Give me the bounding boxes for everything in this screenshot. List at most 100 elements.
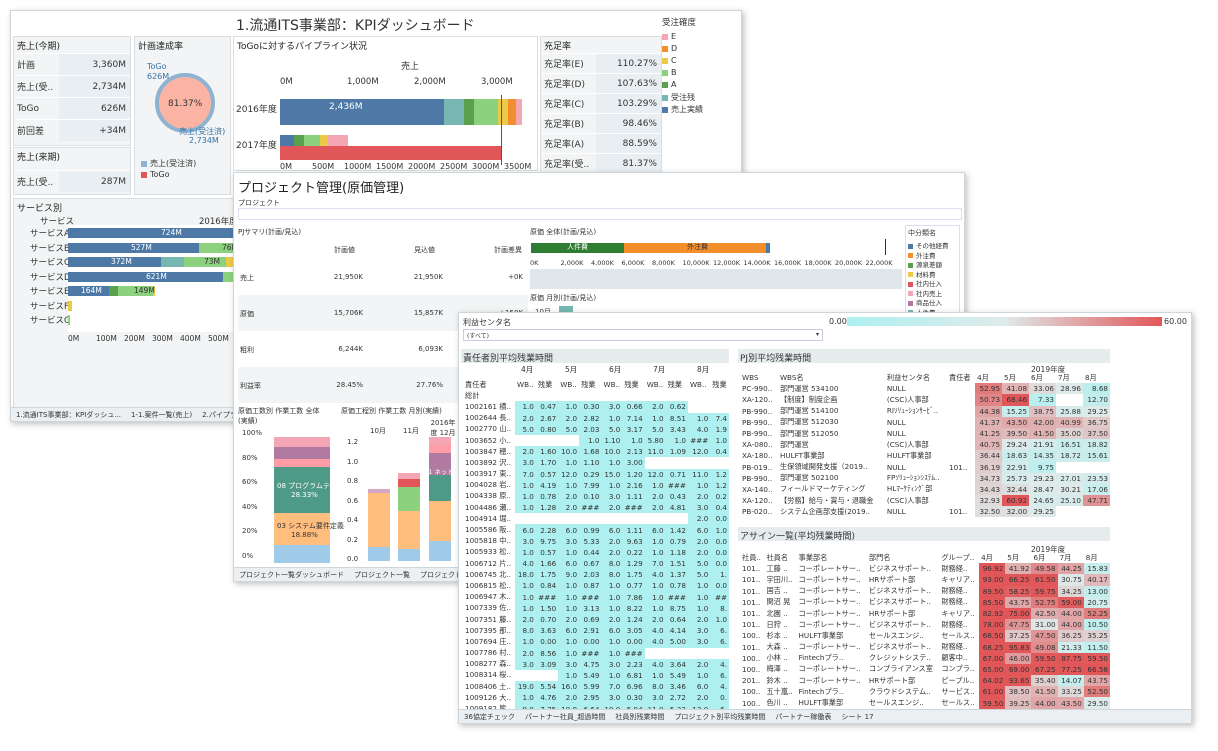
table-row[interactable]: 100.. 杉本 .. HULFT事業部 セールスエンジ.. セールス.. 68.50 37…	[740, 630, 1110, 642]
service-bar	[109, 286, 118, 296]
pj-col-header: 計画差異	[494, 246, 522, 254]
dropdown-icon[interactable]: ▾	[815, 331, 819, 338]
assign-cell: コーポレートサー..	[798, 675, 861, 685]
table-row[interactable]: XA-120.. 【労務】給与・賞与・退職金 (CSC)人事部 32.93 60.92 2…	[740, 495, 1110, 507]
table-row[interactable]: 1008277 森.. 3.0 3.09 3.0 4.75 3.0 2.23 4.0 3.64 2…	[463, 658, 729, 670]
overtime-cell: 58.25	[1005, 585, 1032, 597]
overtime-cell	[515, 670, 536, 681]
table-row[interactable]: 101.. 宇田川.. コーポレートサー.. HRサポート部 キャリア.. 93.00 66…	[740, 574, 1110, 586]
overtime-cell: 1.0	[515, 546, 536, 558]
overtime-cell: 7.4	[710, 412, 729, 424]
table-row[interactable]: 1003847 穂.. 2.0 1.60 10.0 1.68 10.0 2.13 11.0 1.…	[463, 446, 729, 458]
table-row[interactable]: XA-120.. 【制度】制度企画 (CSC)人事部 50.73 68.46 7.33 12…	[740, 394, 1110, 406]
table-row[interactable]: PC-990.. 部門運営 534100 NULL 52.95 41.08 33.06 28…	[740, 383, 1110, 395]
assign-cell: 財務経..	[941, 597, 968, 607]
table-row[interactable]: PB-020.. システム企画部支援(2019.. NULL 101.. 32.50 32…	[740, 506, 1110, 518]
pipeline-bar-2016	[516, 99, 522, 125]
table-row[interactable]: 1004914 堀.. 2.0 0.0	[463, 513, 729, 525]
overtime-cell: 18.82	[1082, 439, 1110, 451]
table-row[interactable]: 1002770 山.. 5.0 0.80 5.0 2.03 5.0 3.17 5.0 3.43 4…	[463, 423, 729, 435]
legend-item: 商品仕入	[908, 297, 957, 307]
tab-pipeline[interactable]: 2.パイプラ...	[202, 410, 244, 419]
table-row[interactable]: 1007786 村.. 2.0 8.56 1.0 ### 1.0 ###	[463, 647, 729, 659]
tab-kpi-dashboard[interactable]: 1.流通ITS事業部：KPIダッシュ...	[16, 410, 122, 419]
table-row[interactable]: 100.. 梅澤 .. コーポレートサー.. コンプライアンス室 コンプラ.. 65.00…	[740, 663, 1110, 676]
table-row[interactable]: 1002644 長.. 2.0 2.67 2.0 2.82 1.0 7.14 1.0 8.51 1…	[463, 412, 729, 424]
tab-project-list[interactable]: プロジェクト一覧	[354, 570, 410, 579]
profit-center-filter[interactable]: (すべて) ▾	[463, 329, 823, 341]
table-row[interactable]: PB-019.. 生保領域開発支援（2019.. NULL 101.. 36.19 22.…	[740, 461, 1110, 473]
overtime-cell: 3.13	[579, 602, 602, 614]
table-row[interactable]: 1007339 佐.. 1.0 1.50 1.0 3.13 1.0 8.22 1.0 8.75 1…	[463, 602, 729, 614]
col-header: 残業	[624, 379, 639, 389]
table-row[interactable]: 1007395 那.. 8.0 3.63 6.0 2.91 6.0 3.05 4.0 4.14 3…	[463, 625, 729, 637]
overtime-cell: 93.00	[979, 574, 1006, 586]
table-row[interactable]: 1009126 大.. 1.0 4.76 2.0 2.95 3.0 0.30 3.0 2.72 2…	[463, 692, 729, 704]
table-row[interactable]: 101.. 工藤 .. コーポレートサー.. ビジネスサポート.. 財務経.. 96.92…	[740, 563, 1110, 575]
table-row[interactable]: 1003917 東.. 7.0 0.57 12.0 0.29 15.0 1.20 12.0 0.…	[463, 468, 729, 480]
table-row[interactable]: 1002161 横.. 1.0 0.47 1.0 0.30 3.0 0.66 2.0 0.62	[463, 401, 729, 413]
table-row[interactable]: 1006947 木.. 1.0 ### 1.0 ### 1.0 7.86 1.0 ### 1.0 #…	[463, 591, 729, 603]
table-row[interactable]: 1008314 桜.. 1.0 5.49 1.0 6.81 1.0 5.49 1.0 6.	[463, 669, 729, 682]
responsible-name: 1007339 佐..	[465, 603, 512, 613]
table-row[interactable]: 100.. 色川 .. HULFT事業部 セールスエンジ.. セールス.. 59.50 39…	[740, 697, 1110, 709]
table-row[interactable]: 100.. 小林 .. Fintechプラ.. クレジットシステ.. 顧客中.. 67.0…	[740, 652, 1110, 664]
legend-title: 中分類名	[908, 229, 936, 237]
legend-label: B	[671, 68, 677, 77]
table-row[interactable]: 101.. 日狩 .. コーポレートサー.. ビジネスサポート.. 財務経.. 78.00…	[740, 619, 1110, 631]
sheet-tab[interactable]: パートナー稼働表	[775, 712, 832, 721]
axis-tick: 2500M	[440, 162, 468, 171]
project-filter-box[interactable]	[238, 208, 962, 220]
overtime-cell: 0.00	[622, 636, 645, 648]
pipeline-bar-2016	[508, 99, 516, 125]
table-row[interactable]: 1005933 松.. 1.0 0.57 1.0 0.44 2.0 0.22 1.0 1.18 2…	[463, 546, 729, 558]
table-row[interactable]: XA-140.. フィールドマーケティング HLﾏｰｹﾃｨﾝｸﾞ部 34.43 32.4…	[740, 483, 1110, 496]
table-row[interactable]: PB-990.. 部門運営 512050 NULL 41.25 39.50 41.50 35…	[740, 427, 1110, 440]
table-row[interactable]: 1006815 松.. 1.0 0.84 1.0 0.87 1.0 0.77 1.0 0.78 1…	[463, 580, 729, 592]
tab-project-dashboard[interactable]: プロジェクト一覧ダッシュボード	[239, 570, 344, 579]
col-header: 責任者	[465, 379, 487, 389]
table-row[interactable]: 1007351 藤.. 2.0 0.70 2.0 0.69 2.0 1.24 2.0 0.64 2…	[463, 613, 729, 626]
axis-tick: 20%	[242, 527, 258, 535]
table-row[interactable]: 1004486 瀬.. 1.0 1.28 2.0 ### 2.0 ### 2.0 4.81 3.0…	[463, 502, 729, 514]
table-row[interactable]: 100.. 五十嵐.. Fintechプラ.. クラウドシステム.. サービス.. 61.…	[740, 686, 1110, 698]
overtime-cell: 1.0	[622, 434, 645, 447]
table-row[interactable]: 1005818 中.. 3.0 9.75 3.0 5.33 2.0 9.63 1.0 0.79 2…	[463, 535, 729, 547]
project-filter-label: プロジェクト	[238, 199, 280, 207]
table-row[interactable]: PB-990.. 部門運営 514100 RIｿﾘｭｰｼｮﾝｻｰﾋﾞ.. 44.38 1…	[740, 405, 1110, 417]
table-row[interactable]: 101.. 大森 .. コーポレートサー.. ビジネスサポート.. 財務経.. 68.25…	[740, 641, 1110, 653]
overtime-cell: 1.66	[535, 558, 559, 570]
table-row[interactable]: 1006712 片.. 4.0 1.66 6.0 0.67 8.0 1.29 7.0 1.51 5…	[463, 558, 729, 570]
table-row[interactable]: PB-990.. 部門運営 512030 NULL 41.37 43.50 42.00 40…	[740, 416, 1110, 428]
axis-tick: 0.0	[347, 555, 359, 563]
pipeline-bar-2017	[280, 135, 294, 146]
table-row[interactable]: XA-080.. 部門運営 (CSC)人事部 40.75 29.24 21.91 16.51…	[740, 439, 1110, 451]
table-row[interactable]: 1008406 土.. 19.0 5.54 16.0 5.99 7.0 6.96 8.0 3.4…	[463, 681, 729, 693]
sheet-tab[interactable]: 社員別残業時間	[615, 712, 665, 721]
table-row[interactable]: 1003892 沢.. 3.0 1.70 1.0 1.10 1.0 3.00	[463, 457, 729, 469]
overtime-cell: 42.00	[1029, 416, 1056, 428]
assign-cell: コーポレートサー..	[798, 597, 861, 607]
table-row[interactable]: 1006745 北.. 18.0 1.75 9.0 2.03 8.0 1.75 4.0 1.37…	[463, 569, 729, 581]
table-row[interactable]: 101.. 北園 .. コーポレートサー.. HRサポート部 キャリア.. 82.92 75…	[740, 607, 1110, 620]
table-row[interactable]: 201.. 鈴木 .. コーポレートサー.. HRサポート部 ピープル.. 64.02 93…	[740, 675, 1110, 687]
table-row[interactable]: 101.. 関沼 晃コーポレートサー.. ビジネスサポート.. 財務経.. 85.50 4…	[740, 596, 1110, 608]
table-row[interactable]: 1003652 小.. 1.0 1.10 1.0 5.80 1.0 ### 1.0	[463, 434, 729, 447]
overtime-cell: 25.88	[1055, 405, 1083, 417]
overtime-cell: 4.	[710, 681, 729, 693]
tab-deal-list[interactable]: 1-1.案件一覧(売上)	[131, 410, 193, 419]
sheet-tab[interactable]: パートナー社員_超過時間	[524, 712, 606, 721]
axis-tick: 400M	[180, 334, 201, 343]
table-row[interactable]: 1005586 阪.. 6.0 2.28 6.0 0.99 6.0 1.11 6.0 1.42 6…	[463, 524, 729, 536]
overtime-cell: 41.50	[1029, 427, 1056, 440]
sheet-tab[interactable]: 36協定チェック	[464, 712, 515, 721]
overtime-cell: 1.0	[687, 602, 711, 614]
sheet-tab[interactable]: プロジェクト別平均残業時間	[674, 712, 766, 721]
table-row[interactable]: XA-180.. HULFT事業部 HULFT事業部 36.44 18.63 14.35 1…	[740, 450, 1110, 462]
sheet-tab[interactable]: シート 17	[841, 712, 874, 721]
table-row[interactable]: 1004028 岩.. 1.0 4.19 1.0 7.99 1.0 2.16 1.0 ### 1.…	[463, 479, 729, 491]
table-row[interactable]: 101.. 国吉 .. コーポレートサー.. ビジネスサポート.. 財務経.. 89.50…	[740, 585, 1110, 597]
table-row[interactable]: 1007694 庄.. 1.0 0.00 1.0 0.00 1.0 0.00 4.0 5.00 3…	[463, 636, 729, 648]
table-row[interactable]: 1004338 原.. 1.0 0.78 2.0 0.10 3.0 1.11 2.0 0.43 2…	[463, 490, 729, 503]
table-row[interactable]: PB-990.. 部門運営 502100 FPｿﾘｭｰｼｮﾝｼｽﾃﾑ.. 34.73 2…	[740, 472, 1110, 484]
